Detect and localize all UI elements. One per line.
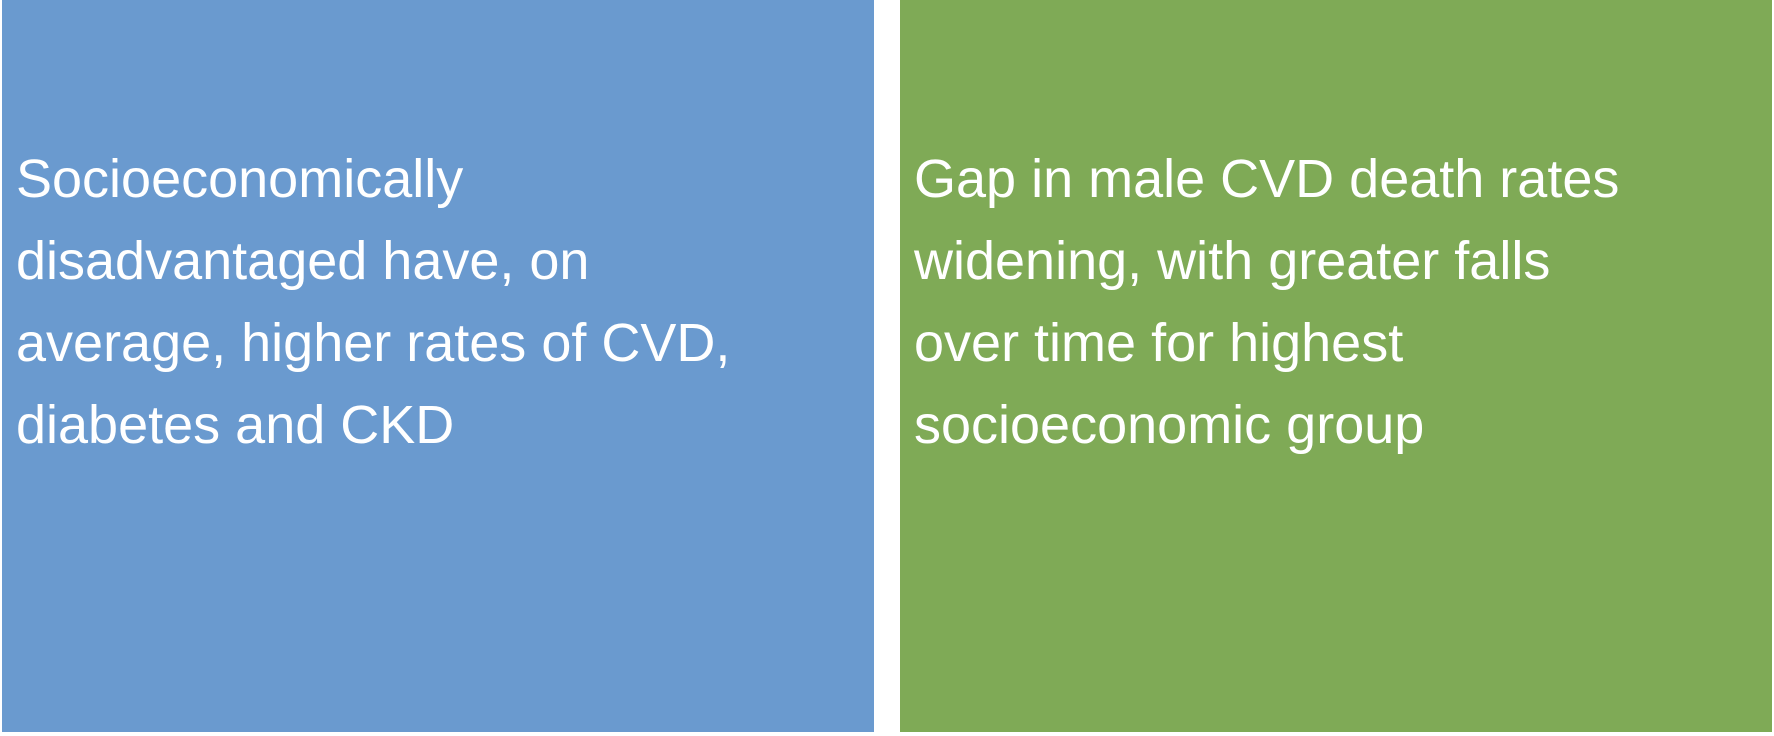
right-box: Gap in male CVD death rates widening, wi… (900, 0, 1772, 732)
left-box-text: Socioeconomically disadvantaged have, on… (16, 149, 731, 455)
right-box-text: Gap in male CVD death rates widening, wi… (914, 149, 1620, 455)
left-box: Socioeconomically disadvantaged have, on… (2, 0, 874, 732)
